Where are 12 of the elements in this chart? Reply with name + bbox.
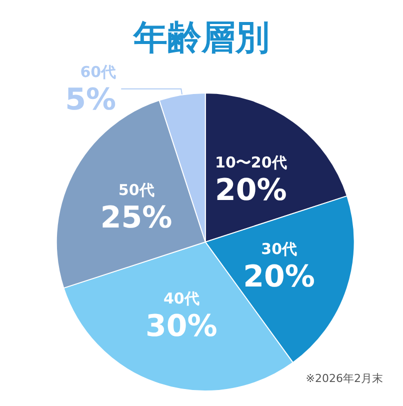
data-label: 25% <box>100 200 172 236</box>
text: ※2026年2月末 <box>306 372 384 385</box>
slice-label: 10〜20代 <box>215 153 287 172</box>
data-label: 20% <box>215 172 287 208</box>
slice-label: 60代 <box>80 62 116 81</box>
slice-label: 50代 <box>118 180 154 199</box>
data-label: 20% <box>243 259 315 294</box>
data-label: 30% <box>146 309 218 344</box>
slice-label: 40代 <box>163 290 200 308</box>
slice-label: 30代 <box>261 240 298 258</box>
data-label: 5% <box>65 82 116 118</box>
chart-title: 年齢層別 <box>132 18 270 58</box>
